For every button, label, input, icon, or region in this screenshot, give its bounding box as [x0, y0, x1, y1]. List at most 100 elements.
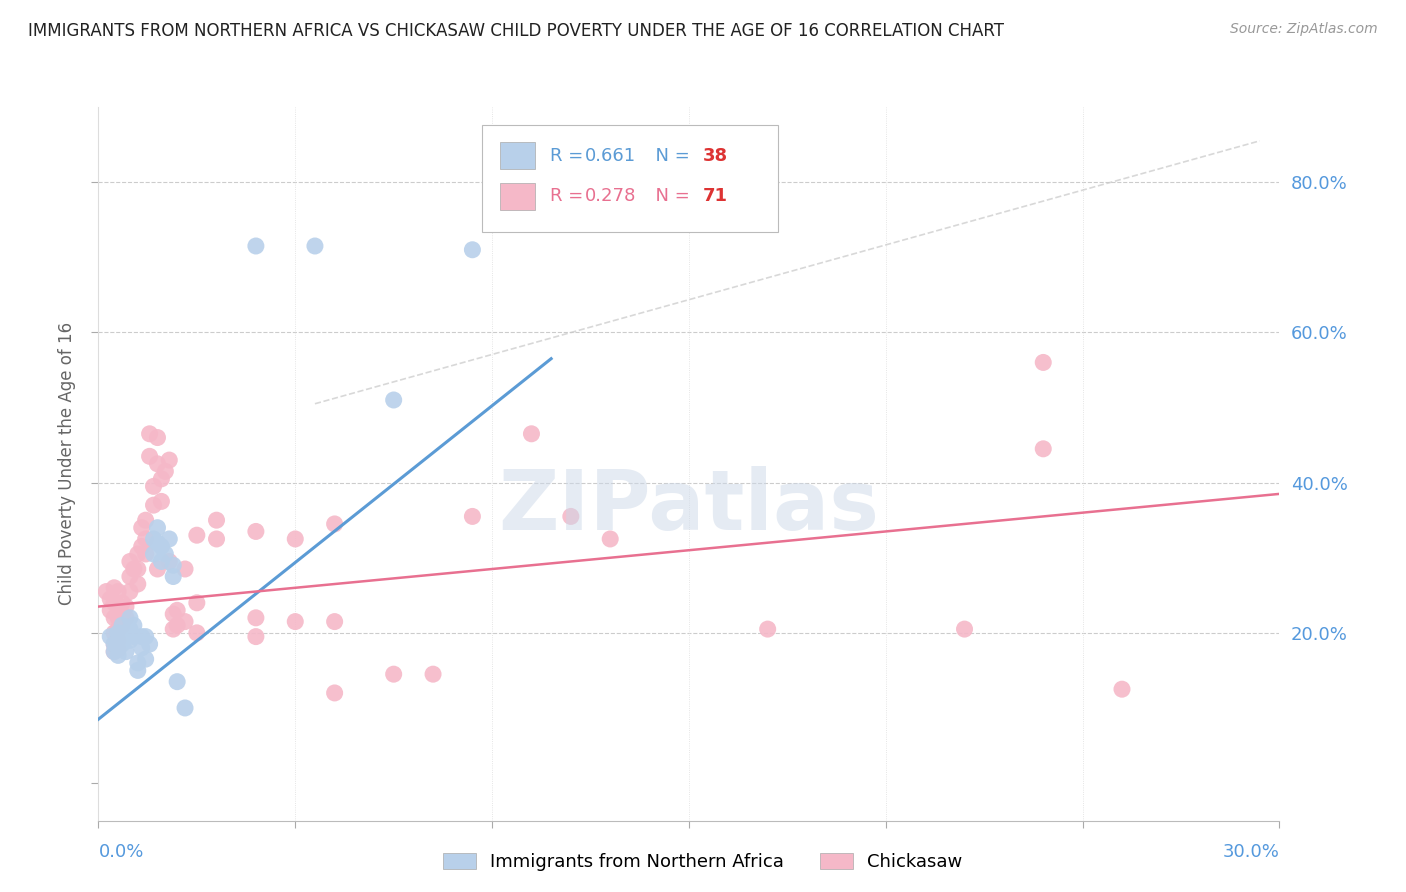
Point [245, 239, 267, 253]
Point [382, 667, 405, 681]
Point [138, 637, 160, 651]
Point [186, 528, 208, 542]
Point [103, 645, 125, 659]
Text: 30.0%: 30.0% [1223, 843, 1279, 861]
Point [174, 615, 197, 629]
Point [560, 509, 582, 524]
Point [115, 599, 138, 614]
Point [166, 603, 188, 617]
Point [118, 584, 141, 599]
Point [96, 584, 118, 599]
Point [118, 569, 141, 583]
Point [131, 540, 153, 554]
Point [107, 640, 129, 655]
Point [122, 562, 145, 576]
Point [107, 599, 129, 614]
Point [107, 622, 129, 636]
Point [138, 450, 160, 464]
Point [127, 664, 149, 678]
Point [157, 554, 180, 568]
Text: R =: R = [550, 187, 589, 205]
Point [142, 532, 165, 546]
Y-axis label: Child Poverty Under the Age of 16: Child Poverty Under the Age of 16 [58, 322, 76, 606]
Point [162, 622, 184, 636]
Point [103, 637, 125, 651]
Bar [501, 183, 536, 210]
Point [107, 633, 129, 648]
Text: N =: N = [644, 146, 696, 164]
Point [135, 630, 157, 644]
Point [131, 640, 153, 655]
Point [115, 625, 138, 640]
Point [162, 558, 184, 573]
Point [107, 611, 129, 625]
Point [135, 532, 157, 546]
Point [122, 618, 145, 632]
Point [150, 540, 173, 554]
Point [135, 547, 157, 561]
Point [122, 630, 145, 644]
Point [162, 607, 184, 621]
Point [107, 648, 129, 663]
Point [103, 611, 125, 625]
Point [127, 562, 149, 576]
Point [157, 453, 180, 467]
Point [422, 667, 444, 681]
Point [166, 618, 188, 632]
Point [162, 569, 184, 583]
Point [461, 509, 484, 524]
Point [127, 547, 149, 561]
Point [382, 392, 405, 407]
Point [103, 581, 125, 595]
Point [304, 239, 326, 253]
Text: 0.0%: 0.0% [98, 843, 143, 861]
Point [103, 596, 125, 610]
Point [174, 701, 197, 715]
Point [103, 625, 125, 640]
Point [111, 618, 134, 632]
FancyBboxPatch shape [482, 125, 778, 232]
Point [103, 637, 125, 651]
Point [107, 633, 129, 648]
Text: N =: N = [644, 187, 696, 205]
Point [461, 243, 484, 257]
Point [186, 625, 208, 640]
Point [205, 532, 228, 546]
Point [166, 674, 188, 689]
Text: R =: R = [550, 146, 589, 164]
Point [111, 607, 134, 621]
Point [131, 521, 153, 535]
Point [111, 637, 134, 651]
Point [107, 584, 129, 599]
Point [118, 554, 141, 568]
Point [1032, 355, 1054, 369]
Point [98, 603, 121, 617]
Point [953, 622, 976, 636]
Point [142, 547, 165, 561]
Point [118, 633, 141, 648]
Text: 0.661: 0.661 [585, 146, 636, 164]
Point [186, 596, 208, 610]
Point [205, 513, 228, 527]
Point [146, 562, 169, 576]
Point [323, 686, 346, 700]
Point [155, 464, 177, 478]
Point [98, 630, 121, 644]
Point [115, 645, 138, 659]
Point [146, 535, 169, 549]
Text: 0.278: 0.278 [585, 187, 637, 205]
Point [131, 630, 153, 644]
Point [245, 524, 267, 539]
Point [115, 611, 138, 625]
Point [146, 521, 169, 535]
Point [245, 630, 267, 644]
Point [103, 645, 125, 659]
Point [135, 652, 157, 666]
Point [98, 592, 121, 607]
Point [127, 577, 149, 591]
Point [323, 516, 346, 531]
Point [142, 498, 165, 512]
Point [138, 426, 160, 441]
Bar [501, 142, 536, 169]
Point [150, 494, 173, 508]
